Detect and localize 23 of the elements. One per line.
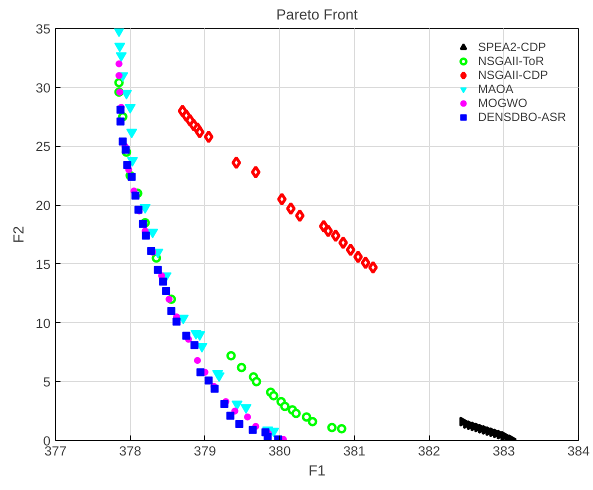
y-tick-label: 30: [36, 80, 51, 96]
x-tick-label: 384: [567, 444, 590, 458]
y-tick-label: 5: [43, 374, 51, 390]
y-tick-label: 15: [36, 256, 51, 272]
x-tick-label: 381: [343, 444, 366, 458]
x-axis-title: F1: [308, 464, 326, 480]
x-tick-label: 382: [418, 444, 440, 458]
legend-label: DENSDBO-ASR: [478, 110, 566, 124]
legend-label: MOGWO: [478, 96, 528, 110]
y-tick-label: 10: [36, 316, 51, 331]
legend-label: NSGAII-ToR: [478, 54, 544, 68]
x-tick-label: 380: [268, 444, 291, 458]
legend-label: SPEA2-CDP: [478, 40, 546, 54]
y-tick-label: 25: [36, 139, 51, 154]
legend-label: MAOA: [478, 82, 514, 96]
chart-title: Pareto Front: [276, 8, 358, 24]
legend-label: NSGAII-CDP: [478, 68, 548, 82]
y-tick-label: 20: [36, 198, 51, 214]
y-tick-label: 35: [36, 22, 51, 36]
x-tick-label: 379: [194, 444, 216, 458]
y-axis-title: F2: [12, 226, 28, 244]
x-tick-label: 378: [119, 444, 142, 458]
x-tick-label: 383: [492, 444, 515, 458]
